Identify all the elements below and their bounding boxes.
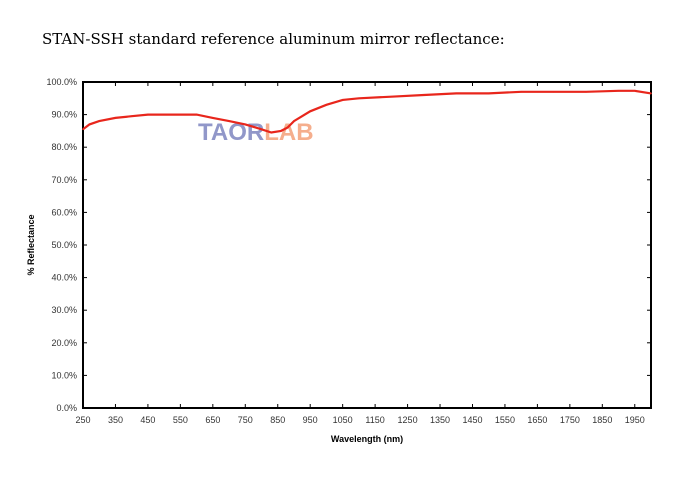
data-point [260,128,263,131]
data-point [82,128,84,131]
x-axis-label: Wavelength (nm) [331,434,403,444]
y-axis-label: % Reflectance [26,214,36,275]
x-tick-label: 1950 [625,415,645,425]
data-point [270,131,273,134]
x-tick-label: 1250 [398,415,418,425]
x-tick-label: 250 [75,415,90,425]
data-point [585,90,587,93]
x-tick-label: 1050 [333,415,353,425]
page-title: STAN-SSH standard reference aluminum mir… [42,30,505,48]
x-tick-label: 1550 [495,415,515,425]
y-tick-label: 50.0% [51,240,77,250]
y-tick-label: 90.0% [51,110,77,120]
x-tick-label: 550 [173,415,188,425]
y-tick-label: 80.0% [51,142,77,152]
x-tick-label: 1150 [365,415,384,425]
watermark-logo: TAORLAB [198,119,314,146]
data-point [633,90,636,92]
data-point [617,90,620,92]
data-point [358,97,360,100]
data-point [114,117,117,119]
plot-frame [82,81,652,409]
data-point [280,130,282,132]
data-point [455,92,458,95]
x-tick-label: 450 [140,415,155,425]
data-point [98,120,101,122]
reflectance-line [82,89,652,134]
x-tick-label: 1750 [560,415,580,425]
x-tick-label: 850 [270,415,285,425]
data-point [286,126,289,129]
data-point [390,95,393,98]
y-tick-label: 20.0% [51,338,77,348]
data-point [487,92,490,95]
data-point [212,117,214,119]
x-tick-label: 1450 [462,415,482,425]
data-point [130,115,133,118]
data-point [325,104,328,106]
data-point [520,90,522,93]
y-tick-label: 70.0% [51,175,77,185]
y-tick-label: 40.0% [51,273,77,283]
y-tick-label: 10.0% [51,370,77,380]
x-tick-label: 1650 [527,415,547,425]
data-point [228,120,230,122]
data-point [244,123,247,126]
data-point [650,92,652,95]
data-point [309,110,312,113]
x-tick-label: 1350 [430,415,450,425]
data-point [195,113,198,116]
x-tick-label: 1850 [592,415,612,425]
x-tick-label: 650 [205,415,220,425]
x-tick-label: 750 [238,415,253,425]
data-point [423,94,425,96]
data-point [293,120,295,122]
data-point [552,90,555,93]
data-point [88,123,91,126]
y-tick-label: 100.0% [46,77,77,87]
y-tick-label: 30.0% [51,305,77,315]
data-point [163,113,165,116]
x-tick-label: 950 [303,415,318,425]
data-point [179,113,182,116]
data-point [147,113,149,116]
x-tick-label: 350 [108,415,123,425]
y-tick-label: 60.0% [51,207,77,217]
y-tick-label: 0.0% [56,403,77,413]
data-point [341,99,344,101]
